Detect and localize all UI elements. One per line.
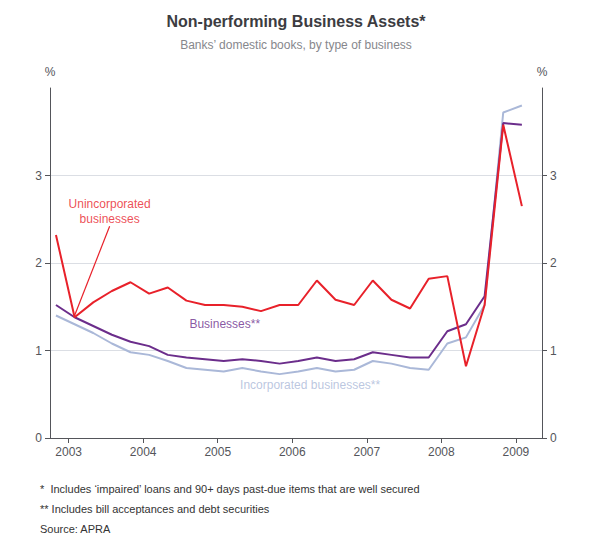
svg-text:Unincorporated: Unincorporated xyxy=(69,197,151,211)
svg-text:%: % xyxy=(537,65,548,79)
svg-text:businesses: businesses xyxy=(80,212,140,226)
svg-text:Source: APRA: Source: APRA xyxy=(40,523,111,535)
svg-text:1: 1 xyxy=(550,344,557,358)
svg-text:3: 3 xyxy=(550,169,557,183)
svg-text:Banks’ domestic books, by type: Banks’ domestic books, by type of busine… xyxy=(180,38,412,52)
svg-text:%: % xyxy=(45,65,56,79)
svg-text:** Includes bill acceptances a: ** Includes bill acceptances and debt se… xyxy=(40,503,270,515)
svg-text:2: 2 xyxy=(35,256,42,270)
svg-text:2008: 2008 xyxy=(428,445,455,459)
svg-text:1: 1 xyxy=(35,344,42,358)
svg-text:Incorporated businesses**: Incorporated businesses** xyxy=(240,378,380,392)
svg-text:Non-performing Business Assets: Non-performing Business Assets* xyxy=(166,13,426,30)
svg-text:2009: 2009 xyxy=(503,445,530,459)
svg-text:2003: 2003 xyxy=(55,445,82,459)
svg-text:2: 2 xyxy=(550,256,557,270)
svg-text:2004: 2004 xyxy=(130,445,157,459)
svg-text:0: 0 xyxy=(550,431,557,445)
svg-text:2005: 2005 xyxy=(204,445,231,459)
svg-text:2006: 2006 xyxy=(279,445,306,459)
svg-text:3: 3 xyxy=(35,169,42,183)
svg-text:2007: 2007 xyxy=(353,445,380,459)
svg-text:0: 0 xyxy=(35,431,42,445)
svg-text:* Includes ‘impaired’ loans a: * Includes ‘impaired’ loans and 90+ days… xyxy=(40,483,420,495)
svg-text:Businesses**: Businesses** xyxy=(189,317,260,331)
